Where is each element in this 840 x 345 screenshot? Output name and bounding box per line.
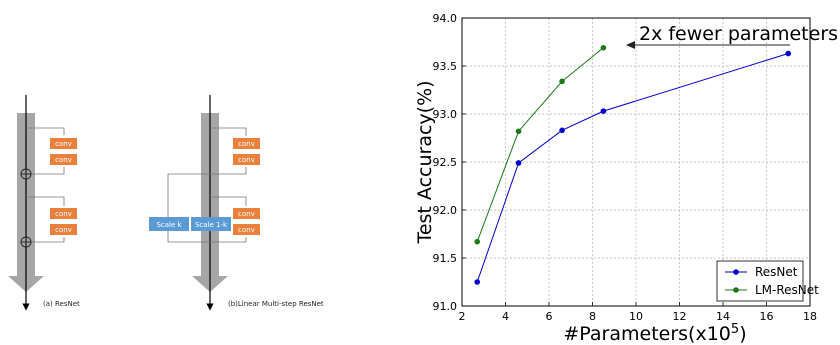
series-line-lm-resnet [476,47,604,242]
data-point-resnet [559,127,565,134]
scale-1k-label: Scale 1-k [195,221,228,229]
x-tick-label: 6 [546,310,553,323]
chart-axes: 2 4 6 8 10 12 14 16 18 91.0 91.5 92.0 92.5 93.0 93.5 94… [433,12,818,323]
resnet-conv-block-2 [50,154,77,165]
resnet-conv-label-2: conv [55,156,72,164]
y-tick-label: 94.0 [433,12,458,25]
lm-resnet-conv-label-3: conv [238,210,255,218]
lm-resnet-conv-block-4 [233,224,260,235]
legend: ResNet LM-ResNet [716,260,819,302]
architecture-diagrams: conv conv conv conv (a) ResNet conv con [8,95,324,311]
annotation-text: 2x fewer parameters [639,23,838,45]
legend-label-lm-resnet: LM-ResNet [755,283,819,297]
x-tick-label: 14 [716,310,730,323]
resnet-conv-block-3 [50,208,77,219]
annotation: 2x fewer parameters [626,23,838,49]
resnet-diagram: conv conv conv conv (a) ResNet [8,95,80,311]
x-axis-label: #Parameters(x105) [563,322,746,345]
y-tick-label: 91.0 [433,300,458,313]
y-axis-label: Test Accuracy(%) [414,80,436,244]
accuracy-chart: 2 4 6 8 10 12 14 16 18 91.0 91.5 92.0 92.5 93.0 93.5 94… [414,12,838,345]
lm-resnet-conv-label-1: conv [238,140,255,148]
data-point-resnet [785,50,792,57]
lm-resnet-diagram: conv conv conv conv Scale k Scale 1-k (b… [149,95,324,311]
y-tick-label: 93.0 [433,108,458,121]
legend-marker-resnet [733,269,739,275]
lm-resnet-caption: (b)Linear Multi-step ResNet [228,300,324,308]
x-tick-label: 10 [629,310,643,323]
x-tick-label: 16 [760,310,774,323]
resnet-add-node-1 [20,168,32,180]
resnet-skip-upper [26,127,65,175]
legend-box [716,260,804,302]
data-point-resnet [474,279,481,285]
resnet-conv-label-3: conv [55,210,72,218]
resnet-caption: (a) ResNet [43,300,80,308]
y-tick-label: 91.5 [433,252,458,265]
data-point-lm-resnet [600,44,607,51]
data-point-lm-resnet [515,128,522,135]
resnet-conv-label-4: conv [55,226,72,234]
data-point-lm-resnet [474,238,481,245]
legend-marker-lm-resnet [733,287,739,293]
x-tick-label: 12 [673,310,687,323]
chart-series [474,44,792,285]
resnet-conv-label-1: conv [55,140,72,148]
scale-k-label: Scale k [156,221,182,229]
series-line-resnet [476,53,789,283]
lm-resnet-skip-upper [210,127,247,175]
x-tick-label: 2 [459,310,466,323]
scale-k-block [149,217,189,231]
data-point-resnet [515,160,522,166]
data-point-resnet [600,108,607,114]
x-tick-label: 18 [803,310,817,323]
resnet-conv-block-1 [50,138,77,149]
lm-resnet-skip-lower [210,196,247,243]
data-point-lm-resnet [559,78,565,85]
annotation-arrowhead [626,41,635,49]
lm-resnet-conv-block-1 [233,138,260,149]
scale-1k-block [191,217,231,231]
lm-resnet-conv-label-2: conv [238,156,255,164]
y-tick-label: 92.5 [433,156,458,169]
legend-label-resnet: ResNet [755,265,798,279]
x-tick-label: 8 [589,310,596,323]
y-tick-label: 92.0 [433,204,458,217]
y-tick-label: 93.5 [433,60,458,73]
resnet-conv-block-4 [50,224,77,235]
lm-resnet-outer-connection [167,173,210,243]
plot-frame [461,17,811,307]
lm-resnet-conv-block-3 [233,208,260,219]
lm-resnet-conv-label-4: conv [238,226,255,234]
resnet-add-node-2 [20,236,32,248]
lm-resnet-conv-block-2 [233,154,260,165]
resnet-skip-lower [26,196,65,243]
x-tick-label: 4 [502,310,509,323]
